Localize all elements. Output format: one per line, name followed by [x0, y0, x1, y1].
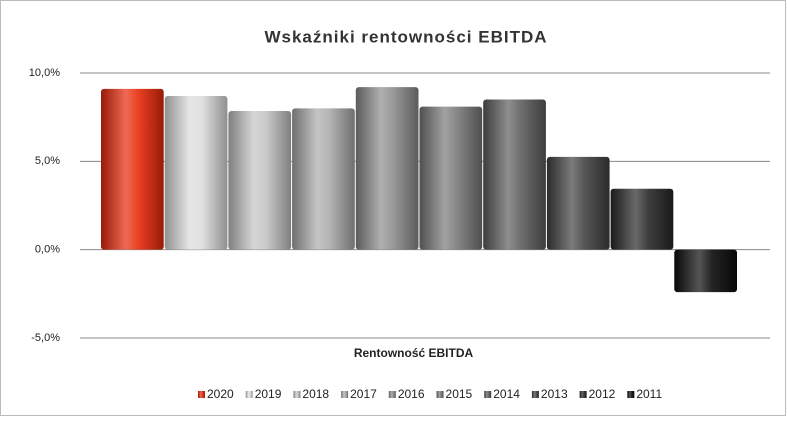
bar: [610, 188, 674, 250]
legend-swatch: [198, 391, 205, 398]
legend-swatch: [436, 391, 444, 398]
bar: [355, 87, 419, 250]
legend-swatch: [388, 391, 396, 398]
legend-label: 2013: [541, 387, 568, 401]
y-tick-label: -5,0%: [31, 332, 60, 344]
bar: [228, 110, 292, 250]
legend-swatch: [484, 391, 492, 398]
legend-label: 2020: [207, 387, 234, 401]
bar: [419, 106, 483, 250]
bar: [101, 88, 164, 250]
x-tick-label: Rentowność EBITDA: [354, 346, 474, 360]
y-tick-label: 5,0%: [35, 155, 60, 167]
bar: [483, 99, 546, 250]
legend-label: 2012: [589, 387, 616, 401]
legend-swatch: [531, 391, 539, 398]
legend-label: 2017: [350, 387, 377, 401]
legend-label: 2018: [302, 387, 329, 401]
legend-label: 2011: [636, 387, 662, 401]
legend-label: 2014: [493, 387, 520, 401]
legend-swatch: [579, 391, 587, 398]
bar: [164, 95, 228, 250]
legend-swatch: [245, 391, 253, 398]
y-tick-label: 10,0%: [29, 67, 60, 79]
bar: [292, 108, 355, 250]
legend-label: 2015: [446, 387, 473, 401]
bar: [674, 249, 737, 293]
chart-title: Wskaźniki rentowności EBITDA: [264, 27, 547, 46]
y-tick-label: 0,0%: [35, 244, 60, 256]
legend-swatch: [293, 391, 301, 398]
legend-label: 2016: [398, 387, 425, 401]
legend-swatch: [627, 391, 635, 398]
legend-swatch: [341, 391, 349, 398]
legend-label: 2019: [255, 387, 282, 401]
bar: [546, 156, 610, 250]
